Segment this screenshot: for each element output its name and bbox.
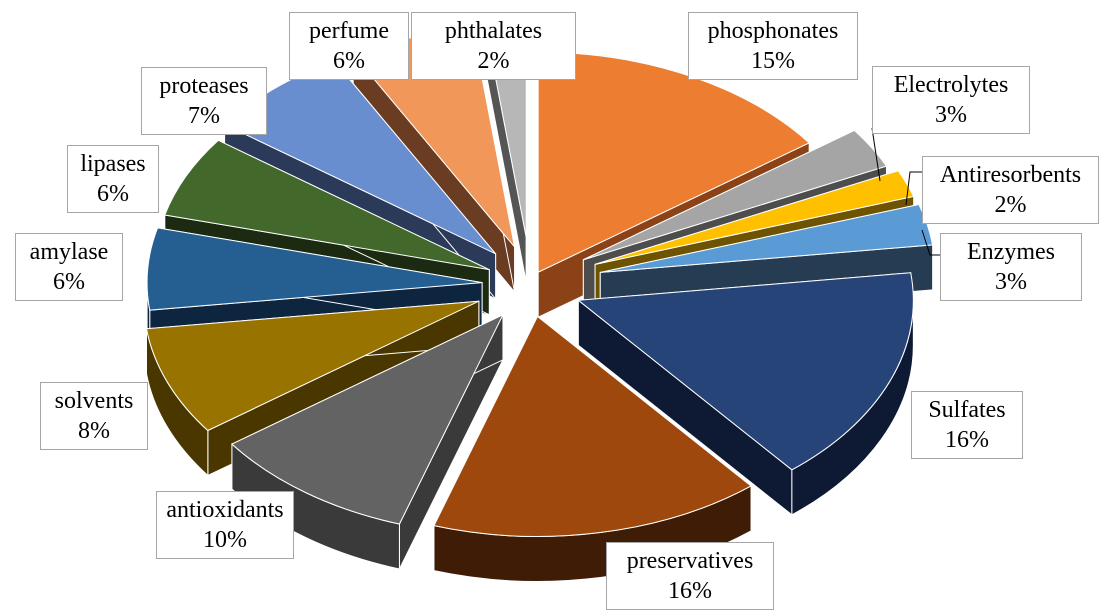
data-label-value: 6% [333,48,365,74]
data-label-phosphonates: phosphonates 15% [688,12,858,80]
data-label-value: 10% [203,527,247,553]
data-label-solvents: solvents 8% [40,382,148,450]
pie-slice-antioxidants [231,313,505,570]
data-label-category: phosphonates [707,18,839,44]
pie-slice-top [164,139,490,271]
data-label-value: 3% [995,269,1027,295]
data-label-sulfates: Sulfates 16% [911,391,1023,459]
pie-slice-top [231,313,505,525]
data-label-value: 6% [53,269,85,295]
data-label-category: lipases [80,151,146,177]
data-label-preservatives: preservatives 16% [606,542,774,610]
data-label-category: Electrolytes [893,72,1009,98]
data-label-lipases: lipases 6% [67,145,159,213]
pie-slice-top [594,170,915,265]
data-label-proteases: proteases 7% [141,67,267,135]
pie-slice-top [583,129,888,261]
data-label-category: proteases [159,73,249,99]
data-label-category: perfume [309,18,389,44]
data-label-value: 2% [994,192,1027,218]
pie-slice-top [145,300,480,432]
data-label-amylase: amylase 6% [15,233,123,301]
data-label-value: 6% [97,181,129,207]
data-label-value: 8% [78,418,110,444]
data-label-antioxidants: antioxidants 10% [156,491,294,559]
data-label-category: Antiresorbents [939,162,1082,188]
data-label-value: 7% [188,103,220,129]
data-label-value: 3% [935,102,967,128]
data-label-perfume: perfume 6% [289,12,409,80]
data-label-value: 16% [945,427,989,453]
data-label-value: 2% [477,48,510,74]
data-label-category: phthalates [444,18,543,44]
leader-line-enzymes [921,229,940,256]
pie-slice-top [577,272,914,471]
data-label-category: solvents [54,388,134,414]
data-label-category: amylase [29,239,109,265]
data-label-category: Enzymes [967,239,1055,265]
pie-slice-top [600,203,934,273]
data-label-phthalates: phthalates 2% [411,12,576,80]
data-label-value: 15% [751,48,795,74]
data-label-antiresorbents: Antiresorbents 2% [922,156,1099,224]
leader-line-antiresorbents [905,171,922,206]
pie-slice-top [433,315,752,537]
data-label-enzymes: Enzymes 3% [940,233,1082,301]
data-label-category: Sulfates [928,397,1006,423]
pie-slice-sulfates [577,272,914,516]
pie-slice-top [146,227,483,311]
data-label-electrolytes: Electrolytes 3% [872,66,1030,134]
data-label-category: antioxidants [166,497,284,523]
leader-line-electrolytes [871,127,881,182]
data-label-category: preservatives [626,548,754,574]
data-label-value: 16% [668,578,712,604]
